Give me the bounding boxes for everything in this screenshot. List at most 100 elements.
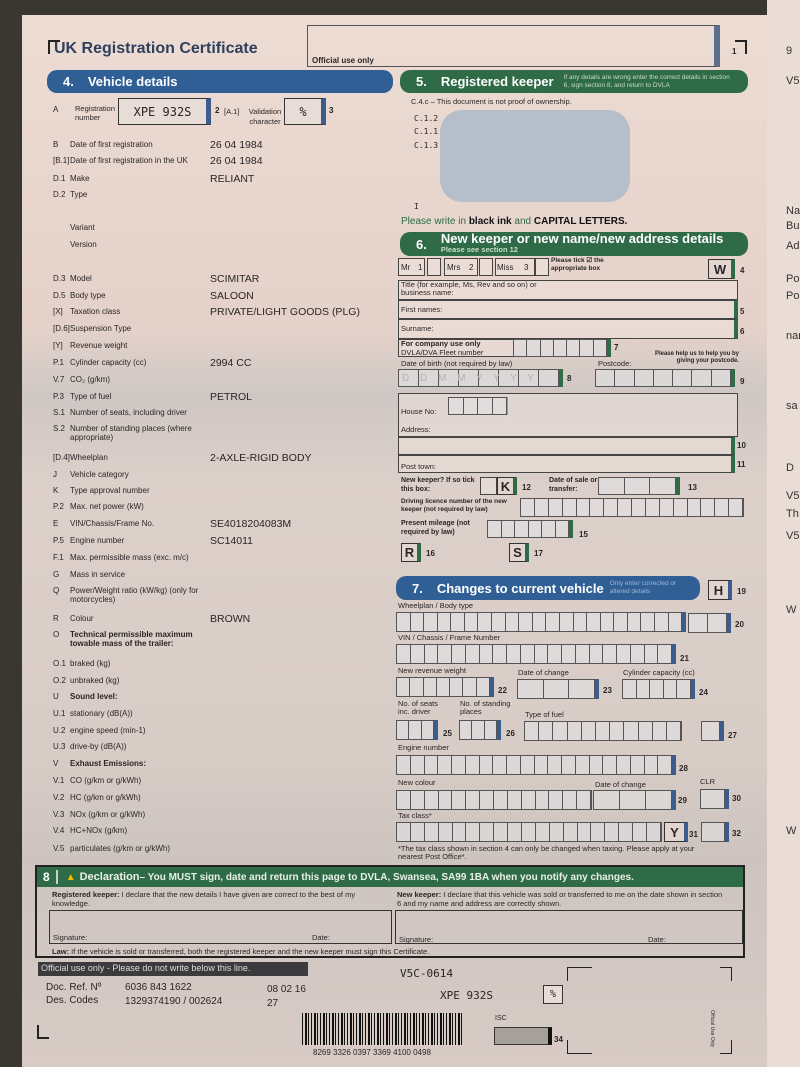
field-label: Wheelplan / Body type	[398, 601, 474, 610]
address-line-field[interactable]	[398, 437, 735, 455]
crop-mark	[567, 1040, 592, 1054]
char-cell	[518, 369, 538, 387]
char-cell	[483, 720, 497, 740]
char-cell	[396, 755, 410, 775]
vin-field[interactable]	[396, 644, 676, 664]
char-cell	[643, 644, 658, 664]
text: New keeper:	[397, 890, 442, 899]
char-cell	[574, 755, 589, 775]
char-cell	[637, 721, 652, 741]
cylinder-capacity-field[interactable]	[622, 679, 695, 699]
miss-checkbox[interactable]	[535, 258, 549, 276]
char-cell	[458, 369, 478, 387]
char-cell	[568, 679, 596, 699]
tax-class-field[interactable]	[396, 822, 662, 842]
box-number: 34	[554, 1035, 563, 1044]
title-business-name-field[interactable]	[398, 280, 738, 300]
colour-date-field[interactable]	[593, 790, 676, 810]
date-of-change-field[interactable]	[517, 679, 599, 699]
char-cell	[541, 520, 555, 538]
box-number: 2	[469, 263, 474, 272]
field-label: Date of change	[518, 668, 569, 677]
vehicle-detail-row: B Date of first registration 26 04 1984	[53, 140, 263, 151]
mr-checkbox[interactable]	[427, 258, 441, 276]
char-cell	[618, 822, 633, 842]
char-cell	[616, 755, 630, 775]
mileage-field[interactable]	[487, 520, 573, 538]
field-label: Body type	[70, 291, 106, 300]
isc-box	[494, 1027, 552, 1045]
char-cell	[520, 790, 535, 810]
char-cell	[524, 721, 539, 741]
char-cell	[586, 612, 600, 632]
official-use-box	[307, 25, 720, 67]
char-cell	[686, 498, 701, 517]
field-code: U.2	[53, 726, 66, 735]
next-page-text: V5	[786, 530, 800, 542]
new-colour-field[interactable]	[396, 790, 592, 810]
box-number: 3	[329, 106, 334, 115]
tax-code-field[interactable]	[701, 822, 729, 842]
surname-field[interactable]	[398, 319, 738, 339]
field-label: stationary (dB(A))	[70, 709, 133, 718]
text: Registered keeper:	[52, 890, 120, 899]
char-cell	[437, 644, 451, 664]
char-cell	[635, 679, 650, 699]
char-cell	[479, 790, 494, 810]
first-names-field[interactable]	[398, 300, 738, 319]
char-cell	[423, 755, 438, 775]
fleet-number-field[interactable]	[513, 339, 611, 357]
field-value: BROWN	[210, 613, 251, 625]
char-cell	[478, 369, 498, 387]
wheelplan-field[interactable]	[396, 612, 686, 632]
seats-field[interactable]	[396, 720, 438, 740]
title-mrs-label: Mrs	[447, 263, 461, 272]
field-code: E	[53, 519, 59, 528]
official-use-vertical-label: Official Use Only	[709, 1010, 715, 1048]
postcode-field[interactable]	[595, 369, 735, 387]
new-keeper-signature-box[interactable]: Signature: Date:	[395, 910, 743, 944]
engine-number-field[interactable]	[396, 755, 676, 775]
house-number-field[interactable]	[448, 397, 508, 415]
char-cell	[409, 677, 423, 697]
char-cell	[464, 755, 479, 775]
fuel-code-field[interactable]	[701, 721, 724, 741]
box-k: K	[497, 477, 517, 495]
char-cell	[423, 790, 438, 810]
box-number: 5	[740, 307, 745, 316]
standing-places-field[interactable]	[459, 720, 501, 740]
registered-keeper-signature-box[interactable]: Signature: Date:	[49, 910, 392, 944]
crop-mark	[720, 967, 732, 981]
date-of-sale-field[interactable]	[598, 477, 680, 495]
text: I declare that this vehicle was sold or …	[397, 890, 723, 908]
clr-field[interactable]	[700, 789, 729, 809]
char-cell	[676, 679, 691, 699]
vehicle-detail-row: G Mass in service	[53, 570, 210, 579]
char-cell	[658, 498, 673, 517]
field-code: D.5	[53, 291, 66, 300]
date-of-birth-field[interactable]	[398, 369, 563, 387]
official-use-bar: Official use only - Please do not write …	[38, 962, 308, 976]
field-code: B	[53, 140, 59, 149]
ownership-notice: C.4.c – This document is not proof of ow…	[411, 97, 572, 106]
fuel-type-field[interactable]	[524, 721, 682, 741]
section-number: 5.	[416, 74, 427, 89]
field-value: SC14011	[210, 535, 254, 547]
section-5-header: 5. Registered keeper If any details are …	[400, 70, 748, 93]
char-cell	[422, 677, 436, 697]
revenue-weight-field[interactable]	[396, 677, 494, 697]
post-town-field[interactable]	[398, 455, 735, 473]
char-cell	[645, 790, 672, 810]
driving-licence-field[interactable]	[520, 498, 744, 517]
next-page-text: D	[786, 462, 794, 474]
box-number: 26	[506, 729, 515, 738]
box-number: 19	[737, 587, 746, 596]
new-keeper-checkbox[interactable]	[480, 477, 497, 495]
wheelplan-code-field[interactable]	[688, 613, 731, 633]
vehicle-detail-row: [X] Taxation class PRIVATE/LIGHT GOODS (PL…	[53, 307, 360, 318]
char-cell	[527, 520, 541, 538]
des-codes-label: Des. Codes	[46, 995, 99, 1006]
mrs-checkbox[interactable]	[479, 258, 493, 276]
char-cell	[521, 822, 535, 842]
field-value: PETROL	[210, 391, 253, 403]
